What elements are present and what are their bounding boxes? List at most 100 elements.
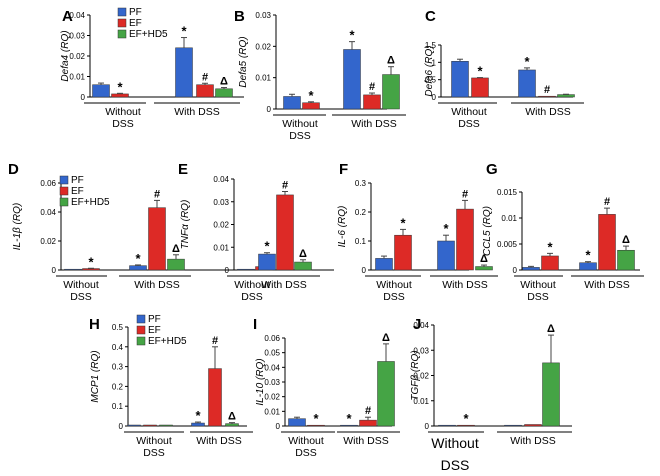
y-axis-label: Defa6 (RQ) — [424, 45, 435, 96]
bar-ef-hd5 — [215, 88, 233, 98]
bar-pf — [175, 47, 193, 98]
significance-mark: * — [346, 411, 352, 426]
y-tick-label: 0.2 — [112, 382, 124, 391]
significance-mark: # — [462, 188, 468, 200]
significance-mark: * — [308, 88, 314, 103]
significance-mark: # — [544, 84, 550, 96]
bar-pf — [522, 267, 540, 271]
y-tick-label: 0.02 — [255, 42, 271, 51]
significance-mark: Δ — [480, 253, 488, 265]
bar-pf — [340, 424, 358, 427]
significance-mark: * — [117, 79, 123, 94]
y-tick-label: 0 — [276, 422, 281, 431]
significance-mark: Δ — [382, 332, 390, 344]
bar-ef — [541, 255, 559, 271]
legend-swatch — [117, 7, 127, 17]
y-tick-label: 0.01 — [501, 214, 517, 223]
panel-letter: C — [425, 8, 436, 25]
panel-letter: B — [234, 8, 245, 25]
y-tick-label: 0 — [425, 422, 430, 431]
bar-ef — [598, 214, 616, 271]
legend-swatch — [117, 18, 127, 28]
y-axis-label: MCP1 (RQ) — [90, 350, 101, 402]
y-tick-label: 0 — [119, 422, 124, 431]
y-tick-label: 0.06 — [40, 179, 56, 188]
panel-letter: E — [178, 161, 188, 178]
significance-mark: * — [477, 64, 483, 79]
y-tick-label: 0 — [81, 93, 86, 102]
group-label: Without — [136, 435, 172, 447]
significance-mark: * — [400, 215, 406, 230]
group-label: Without — [105, 106, 141, 118]
y-tick-label: 0.04 — [69, 11, 85, 20]
group-label: Without — [431, 435, 479, 451]
y-tick-label: 0.1 — [112, 402, 124, 411]
panel-letter: F — [339, 161, 348, 178]
panel-letter: J — [413, 316, 421, 333]
y-axis-label: IL-1β (RQ) — [12, 203, 23, 250]
legend-label: PF — [71, 175, 84, 186]
bar-ef — [538, 95, 556, 98]
group-label: DSS — [289, 130, 311, 142]
legend-label: EF+HD5 — [71, 197, 110, 208]
bar-ef-hd5 — [475, 266, 493, 271]
y-tick-label: 1 — [432, 58, 437, 67]
group-label: DSS — [295, 447, 317, 459]
y-tick-label: 0.005 — [497, 240, 518, 249]
bar-ef — [359, 419, 377, 427]
bar-ef — [394, 234, 412, 271]
significance-mark: # — [369, 81, 375, 93]
legend-swatch — [117, 29, 127, 39]
bar-pf — [237, 268, 255, 271]
legend-label: PF — [148, 314, 161, 325]
bar-ef — [196, 84, 214, 98]
y-tick-label: 0 — [362, 266, 367, 275]
bar-pf — [288, 418, 306, 427]
legend-label: EF+HD5 — [148, 336, 187, 347]
panel-i: I 0 0.01 0.02 0.03 0.04 0.05 0.06 IL-10 (RQ) * Wit… — [253, 316, 400, 459]
y-axis-label: IL-6 (RQ) — [337, 206, 348, 248]
significance-mark: Δ — [172, 243, 180, 255]
bar-ef-hd5 — [225, 423, 239, 427]
legend-swatch — [136, 314, 146, 324]
legend-label: EF+HD5 — [129, 29, 168, 40]
y-tick-label: 0 — [513, 266, 518, 275]
bar-pf — [518, 69, 536, 98]
significance-mark: * — [313, 411, 319, 426]
y-tick-label: 0.02 — [69, 52, 85, 61]
group-label: Without — [63, 279, 99, 291]
bar-pf — [375, 258, 393, 271]
panel-letter: I — [253, 316, 257, 333]
group-label: With DSS — [196, 435, 242, 447]
significance-mark: * — [524, 54, 530, 69]
y-tick-label: 0.1 — [355, 237, 367, 246]
y-tick-label: 0.04 — [413, 321, 429, 330]
significance-mark: Δ — [622, 234, 630, 246]
panel-letter: H — [89, 316, 100, 333]
y-tick-label: 0.5 — [425, 76, 437, 85]
significance-mark: * — [585, 248, 591, 263]
y-tick-label: 0.3 — [355, 179, 367, 188]
y-tick-label: 0.015 — [497, 188, 518, 197]
significance-mark: Δ — [387, 55, 395, 67]
group-label: Without — [288, 435, 324, 447]
significance-mark: * — [135, 251, 141, 266]
group-label: With DSS — [174, 106, 220, 118]
group-label: With DSS — [525, 106, 571, 118]
y-tick-label: 0.02 — [413, 372, 429, 381]
bar-pf — [283, 96, 301, 110]
bar-ef — [307, 424, 325, 427]
bar-ef-hd5 — [382, 74, 400, 110]
y-tick-label: 0.03 — [413, 346, 429, 355]
legend-label: EF — [71, 186, 84, 197]
bar-ef — [276, 194, 294, 271]
significance-mark: Δ — [547, 323, 555, 335]
bar-ef-hd5 — [159, 424, 173, 427]
y-tick-label: 0 — [267, 105, 272, 114]
bar-ef — [471, 77, 489, 98]
